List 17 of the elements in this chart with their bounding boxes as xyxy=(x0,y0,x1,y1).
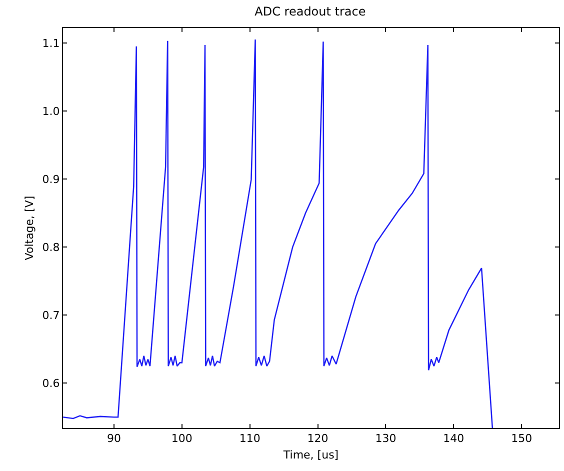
x-tick-label: 110 xyxy=(239,432,260,446)
x-tick-label: 140 xyxy=(443,432,464,446)
y-tick-label: 1.1 xyxy=(42,36,60,50)
y-tick-label: 0.9 xyxy=(42,172,60,186)
x-axis-title: Time, [us] xyxy=(282,448,339,462)
x-tick-label: 150 xyxy=(511,432,532,446)
line-series xyxy=(63,38,494,428)
y-tick-label: 1.0 xyxy=(42,104,60,118)
y-axis-title: Voltage, [V] xyxy=(22,196,36,260)
x-tick-label: 90 xyxy=(106,432,121,446)
y-tick-label: 0.8 xyxy=(42,240,60,254)
y-tick-label: 0.6 xyxy=(42,376,60,390)
chart-title: ADC readout trace xyxy=(254,4,366,18)
x-tick-label: 120 xyxy=(307,432,328,446)
y-tick-label: 0.7 xyxy=(42,308,60,322)
x-tick-label: 100 xyxy=(171,432,192,446)
x-tick-label: 130 xyxy=(375,432,396,446)
